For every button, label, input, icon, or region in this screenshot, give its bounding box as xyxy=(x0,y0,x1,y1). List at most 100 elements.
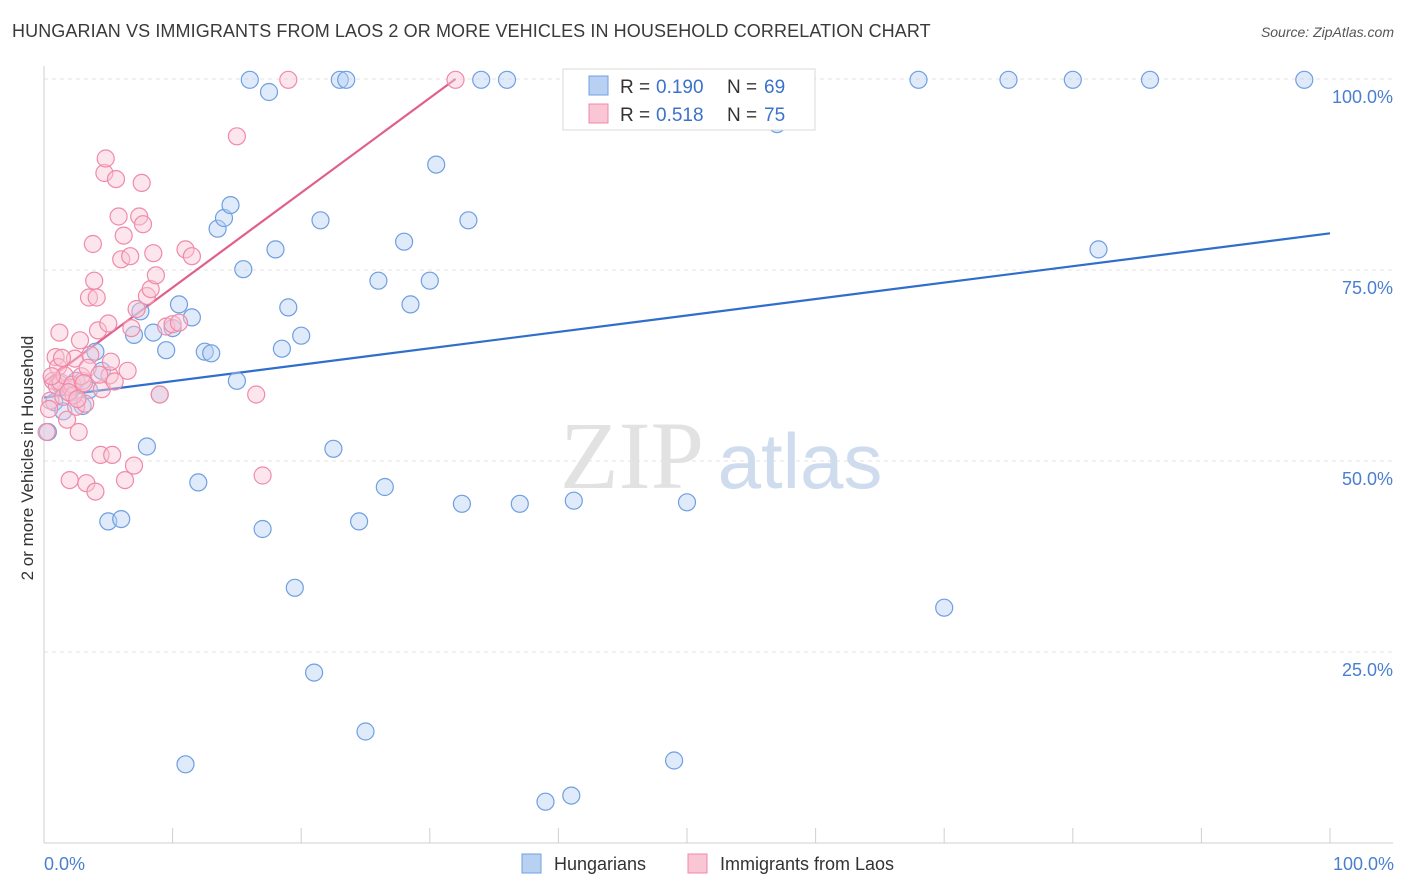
point-series-1-53 xyxy=(150,385,169,404)
point-series-0-65 xyxy=(1063,70,1082,89)
point-series-0-48 xyxy=(401,295,420,314)
point-series-0-14 xyxy=(137,437,156,456)
legend-n-value-1: 69 xyxy=(764,77,785,98)
point-series-1-57 xyxy=(176,240,195,259)
point-series-0-59 xyxy=(664,751,684,770)
point-series-0-31 xyxy=(253,519,272,539)
point-series-1-58 xyxy=(182,247,201,266)
point-series-1-24 xyxy=(85,271,104,290)
point-series-0-8 xyxy=(86,342,105,361)
legend-n-label-2: N = xyxy=(727,105,757,126)
point-series-1-47 xyxy=(132,173,151,192)
point-series-1-21 xyxy=(79,288,99,307)
point-series-0-27 xyxy=(221,196,240,215)
point-series-0-38 xyxy=(305,663,324,682)
point-series-0-25 xyxy=(208,219,227,238)
point-series-1-59 xyxy=(227,127,246,146)
point-series-1-60 xyxy=(247,385,266,404)
chart-title: HUNGARIAN VS IMMIGRANTS FROM LAOS 2 OR M… xyxy=(12,21,931,41)
point-series-0-24 xyxy=(202,344,221,363)
point-series-0-43 xyxy=(350,512,369,531)
point-series-0-56 xyxy=(536,792,555,811)
legend-n-label-1: N = xyxy=(727,77,757,98)
trend-line-series-1 xyxy=(43,78,457,384)
point-series-0-39 xyxy=(311,211,330,230)
trend-lines xyxy=(43,78,1331,399)
point-series-1-55 xyxy=(163,315,182,334)
point-series-0-54 xyxy=(497,70,517,89)
point-series-1-65 xyxy=(42,367,61,386)
point-series-1-32 xyxy=(99,314,118,333)
point-series-1-37 xyxy=(109,207,128,226)
point-series-0-67 xyxy=(1140,70,1160,89)
legend-r-label-1: R = xyxy=(620,77,650,98)
point-series-0-19 xyxy=(169,295,189,314)
x-tick-label-left: 0.0% xyxy=(44,854,85,874)
point-series-0-40 xyxy=(324,439,343,458)
point-series-0-30 xyxy=(240,70,259,89)
point-series-0-34 xyxy=(272,339,291,358)
point-series-1-34 xyxy=(103,445,122,464)
legend-swatch-hungarians xyxy=(588,75,609,96)
point-series-1-30 xyxy=(95,163,114,183)
point-series-0-36 xyxy=(285,578,304,597)
point-series-0-45 xyxy=(369,271,388,290)
point-series-0-63 xyxy=(935,598,954,617)
point-series-1-40 xyxy=(115,471,135,490)
point-series-1-72 xyxy=(59,383,78,402)
point-series-1-66 xyxy=(52,348,72,367)
point-series-0-66 xyxy=(1089,240,1108,259)
series-legend: Hungarians Immigrants from Laos xyxy=(521,853,894,874)
y-tick-label-0: 25.0% xyxy=(1342,660,1393,680)
point-series-1-50 xyxy=(141,280,160,299)
point-series-1-61 xyxy=(253,466,272,485)
point-series-0-22 xyxy=(189,473,208,492)
source-credit: Source: ZipAtlas.com xyxy=(1260,24,1394,40)
watermark-zip: ZIP xyxy=(560,402,704,509)
point-series-1-74 xyxy=(74,374,94,393)
point-series-0-41 xyxy=(330,70,349,89)
point-series-1-0 xyxy=(37,422,56,442)
point-series-1-14 xyxy=(65,349,85,368)
point-series-1-56 xyxy=(169,313,189,332)
series-legend-swatch-hungarians xyxy=(521,853,542,874)
y-tick-label-2: 75.0% xyxy=(1342,278,1393,298)
point-series-1-17 xyxy=(70,331,90,350)
point-series-0-47 xyxy=(395,232,414,251)
point-series-0-64 xyxy=(999,70,1018,89)
data-points xyxy=(37,70,1314,811)
point-series-0-28 xyxy=(227,371,246,390)
point-series-0-58 xyxy=(564,491,583,510)
legend-n-value-2: 75 xyxy=(764,105,785,126)
x-tick-labels: 0.0% 100.0% xyxy=(44,854,1394,874)
watermark: ZIP atlas xyxy=(560,402,882,509)
point-series-0-57 xyxy=(562,786,581,805)
point-series-0-60 xyxy=(677,493,697,512)
point-series-0-23 xyxy=(195,342,214,361)
point-series-1-51 xyxy=(144,244,163,263)
series-legend-swatch-laos xyxy=(687,853,708,874)
stats-legend: R = 0.190 N = 69 R = 0.518 N = 75 xyxy=(562,68,816,131)
point-series-1-52 xyxy=(146,266,165,285)
point-series-0-52 xyxy=(459,211,478,230)
point-series-1-73 xyxy=(68,390,87,409)
y-tick-labels: 25.0% 50.0% 75.0% 100.0% xyxy=(1332,87,1393,680)
point-series-1-45 xyxy=(127,299,146,319)
point-series-0-46 xyxy=(375,477,394,497)
point-series-0-32 xyxy=(259,82,279,102)
point-series-1-39 xyxy=(114,226,133,245)
point-series-0-37 xyxy=(292,326,311,345)
watermark-atlas: atlas xyxy=(718,417,883,505)
series-legend-label-laos: Immigrants from Laos xyxy=(720,854,894,874)
point-series-0-29 xyxy=(234,260,253,279)
point-series-1-69 xyxy=(78,358,97,377)
point-series-0-53 xyxy=(472,70,491,89)
trend-line-series-0 xyxy=(43,232,1331,399)
y-tick-label-3: 100.0% xyxy=(1332,87,1393,107)
point-series-0-35 xyxy=(279,298,298,317)
point-series-1-36 xyxy=(106,170,126,189)
legend-r-label-2: R = xyxy=(620,105,650,126)
x-tick-label-right: 100.0% xyxy=(1333,854,1394,874)
axes xyxy=(43,66,1393,844)
point-series-1-16 xyxy=(69,422,88,442)
